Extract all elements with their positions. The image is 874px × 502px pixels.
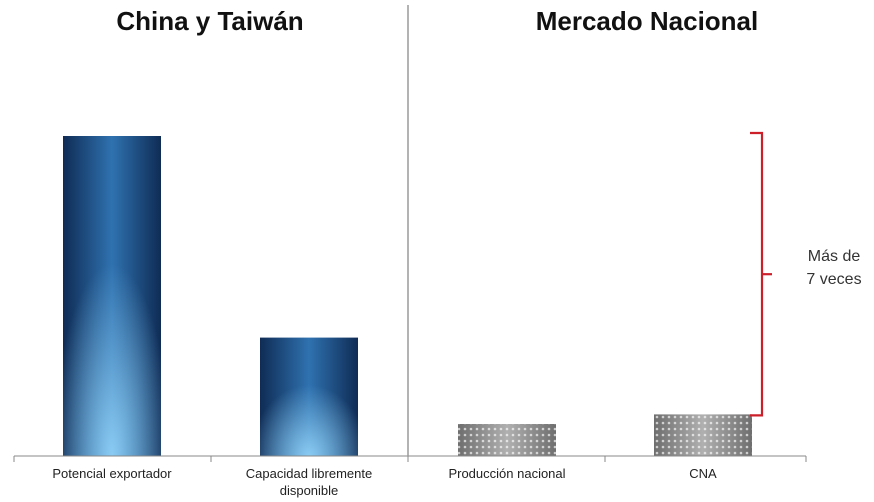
category-label: Capacidad libremente [246, 466, 372, 481]
annotation-text: 7 veces [806, 271, 861, 288]
annotation-text: Más de [808, 248, 861, 265]
category-label: CNA [689, 466, 717, 481]
category-label: Potencial exportador [52, 466, 172, 481]
bracket-annotation [750, 131, 764, 417]
panel-title-mercado: Mercado Nacional [535, 6, 759, 36]
bar-3 [458, 424, 556, 456]
bar-1 [63, 136, 161, 456]
bar-2 [260, 337, 358, 456]
bar-4 [654, 414, 752, 456]
panel-title-china: China y Taiwán [116, 6, 304, 36]
category-label: disponible [280, 483, 339, 498]
category-label: Producción nacional [448, 466, 565, 481]
